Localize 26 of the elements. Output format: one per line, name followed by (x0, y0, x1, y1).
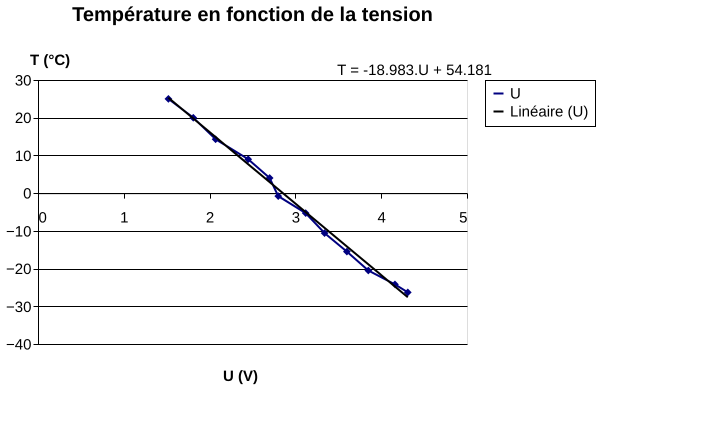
y-tick-label: −40 (6, 336, 32, 354)
y-tick-label: −10 (6, 223, 32, 240)
point (404, 288, 412, 296)
point (320, 229, 328, 237)
legend-label: U (510, 86, 521, 102)
y-tick-label: 20 (14, 110, 32, 128)
point (244, 155, 252, 164)
y-tick-label: 0 (23, 186, 32, 203)
chart-title: Température en fonction de la tension (72, 4, 433, 26)
x-tick-label: 0 (38, 210, 47, 227)
y-tick-label: 10 (14, 148, 32, 165)
y-tick-label: 30 (14, 72, 32, 90)
y-tick-label: −30 (6, 298, 32, 316)
y-axis-title: T (°C) (30, 52, 70, 69)
x-tick-label: 5 (459, 210, 468, 227)
point (364, 266, 372, 274)
point (343, 248, 351, 256)
x-axis-title: U (V) (223, 368, 258, 385)
x-tick-label: 4 (378, 210, 386, 227)
y-tick-label: −20 (6, 261, 32, 278)
point (274, 192, 282, 200)
x-tick-label: 1 (120, 210, 128, 227)
x-tick-label: 3 (292, 210, 300, 227)
text: T = -18.983.U + 54.181 (337, 62, 492, 79)
x-tick-label: 2 (206, 210, 214, 227)
legend-label: Linéaire (U) (510, 104, 588, 120)
